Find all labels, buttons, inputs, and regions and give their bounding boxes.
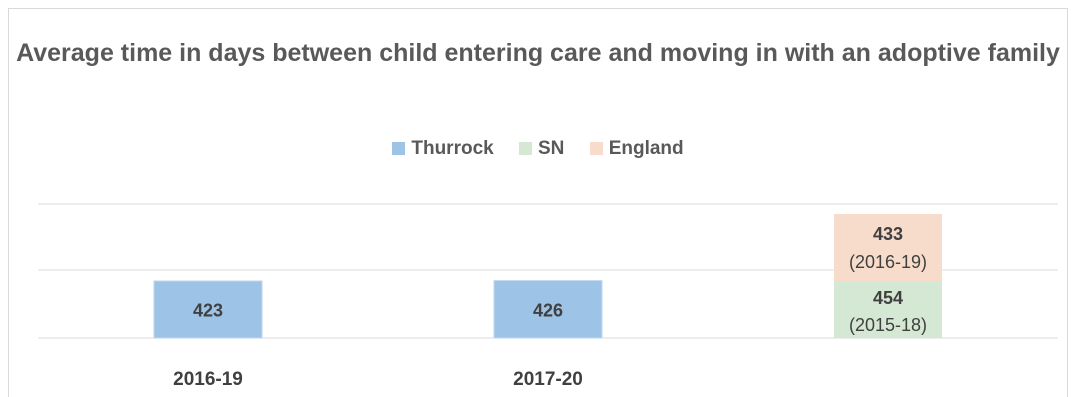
legend-swatch-england: [589, 142, 603, 155]
data-label-thurrock-0: 423: [193, 301, 223, 321]
chart-frame: [8, 8, 1068, 397]
bar-thurrock-0: [153, 280, 263, 339]
legend-swatch-thurrock: [392, 142, 406, 155]
x-tick-label-1: 2017-20: [513, 369, 583, 390]
chart-legend: Thurrock SN England: [0, 138, 1076, 160]
legend-item-thurrock: Thurrock: [392, 138, 494, 160]
bar-england: [834, 214, 942, 281]
legend-label-england: England: [608, 138, 684, 159]
data-label-england: 433: [873, 224, 903, 244]
bar-sn: [834, 281, 942, 338]
data-label-sn: 454: [873, 288, 903, 308]
legend-label-sn: SN: [538, 138, 565, 159]
data-sublabel-sn: (2015-18): [849, 315, 927, 335]
legend-swatch-sn: [519, 142, 532, 155]
legend-item-england: England: [589, 138, 684, 160]
data-sublabel-england: (2016-19): [849, 252, 927, 272]
chart-title: Average time in days between child enter…: [16, 39, 1060, 67]
legend-item-sn: SN: [519, 138, 564, 160]
legend-label-thurrock: Thurrock: [411, 138, 494, 159]
bar-thurrock-1: [493, 280, 603, 339]
x-tick-label-0: 2016-19: [173, 369, 243, 390]
data-label-thurrock-1: 426: [533, 300, 563, 320]
